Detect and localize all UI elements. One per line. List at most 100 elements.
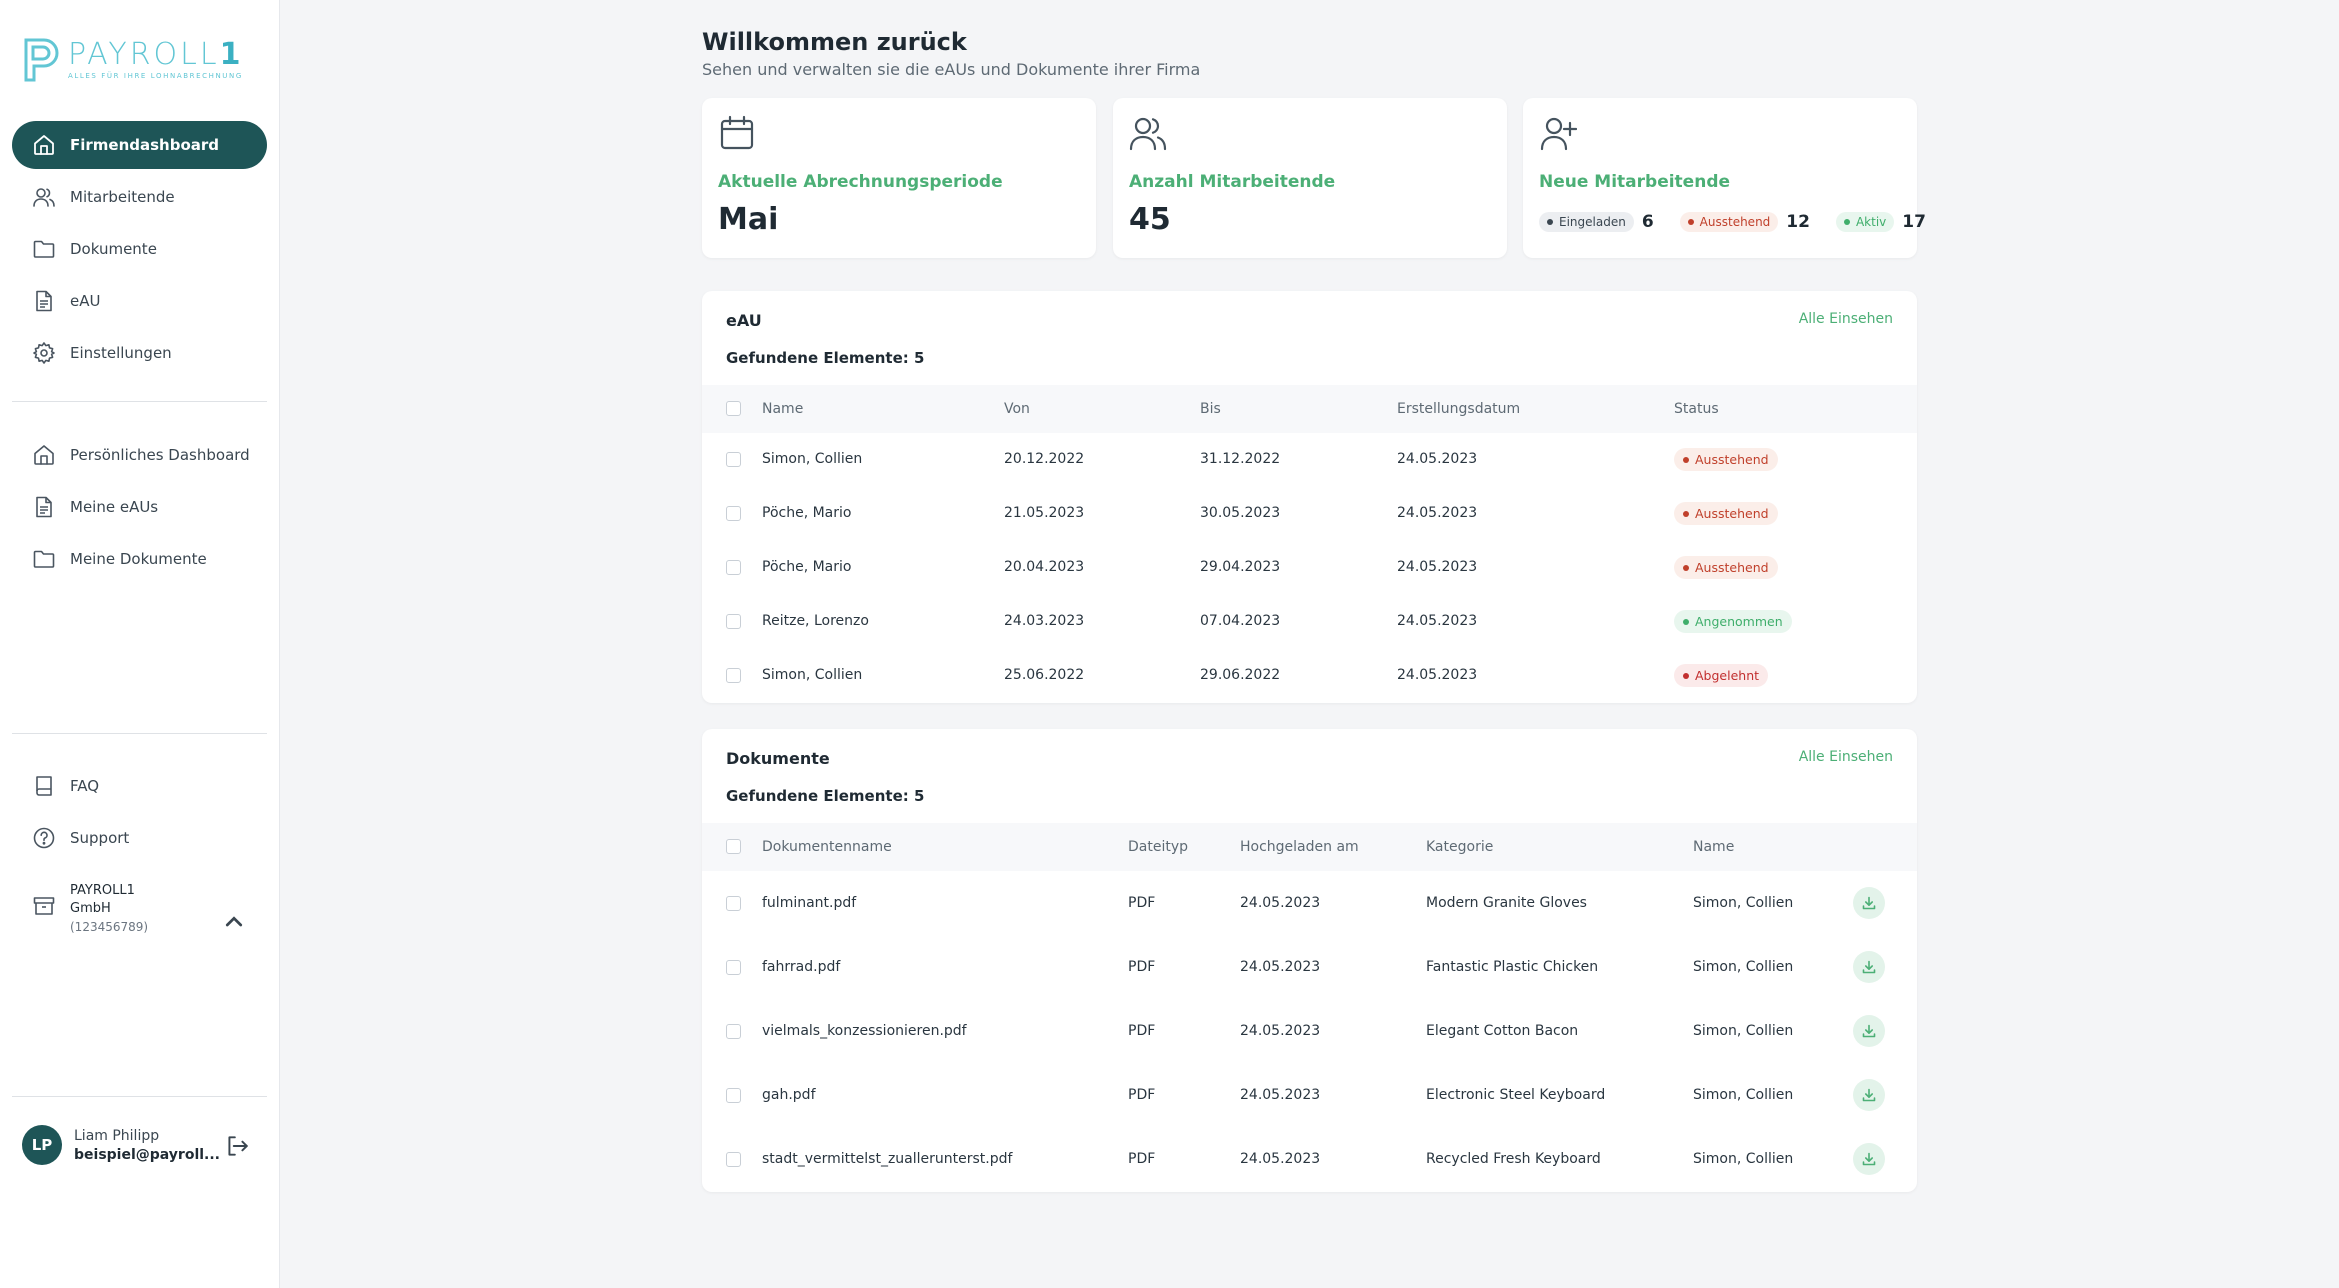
document-icon <box>36 290 52 312</box>
calendar-icon <box>720 115 754 150</box>
home-icon <box>34 135 54 155</box>
cell-uploaded: 24.05.2023 <box>1240 959 1321 975</box>
table-header: Name Von Bis Erstellungsdatum Status <box>702 385 1917 433</box>
logout-icon[interactable] <box>224 1133 250 1159</box>
status-dot <box>1687 219 1694 225</box>
avatar: LP <box>22 1125 62 1165</box>
cell-uploaded: 24.05.2023 <box>1240 1087 1321 1103</box>
download-icon <box>1862 1024 1876 1038</box>
download-icon <box>1862 960 1876 974</box>
eau-see-all-link[interactable]: Alle Einsehen <box>1798 311 1893 327</box>
row-checkbox[interactable] <box>726 452 741 467</box>
download-button[interactable] <box>1853 1143 1885 1175</box>
sidebar-item-label: Dokumente <box>70 240 157 258</box>
download-button[interactable] <box>1853 1015 1885 1047</box>
cell-to: 31.12.2022 <box>1200 451 1281 467</box>
row-checkbox[interactable] <box>726 614 741 629</box>
sidebar-item-einstellungen[interactable]: Einstellungen <box>12 329 267 377</box>
sidebar-item-dokumente[interactable]: Dokumente <box>12 225 267 273</box>
help-circle-icon <box>33 827 55 849</box>
folder-icon <box>33 240 55 258</box>
select-all-checkbox[interactable] <box>726 839 741 854</box>
status-dot <box>1683 672 1689 679</box>
result-count: Gefundene Elemente: 5 <box>726 787 925 805</box>
cell-filename: stadt_vermittelst_zuallerunterst.pdf <box>762 1151 1013 1167</box>
column-header[interactable]: Kategorie <box>1426 839 1494 855</box>
stat-card-new-employees: Neue Mitarbeitende Eingeladen 6 Ausstehe… <box>1523 98 1926 258</box>
folder-icon <box>33 550 55 568</box>
sidebar-item-faq[interactable]: FAQ <box>12 762 267 810</box>
column-header[interactable]: Hochgeladen am <box>1240 839 1359 855</box>
row-checkbox[interactable] <box>726 1024 741 1039</box>
sidebar-item-firmendashboard[interactable]: Firmendashboard <box>12 121 267 169</box>
user-plus-icon <box>1540 117 1578 151</box>
sidebar-item-mitarbeitende[interactable]: Mitarbeitende <box>12 173 267 221</box>
stat-label: Neue Mitarbeitende <box>1539 172 1731 192</box>
brand-logo[interactable]: PAYROLL1 ALLES FÜR IHRE LOHNABRECHNUNG <box>22 36 243 82</box>
sidebar-divider <box>12 1096 267 1097</box>
badge-aktiv: Aktiv <box>1835 212 1895 232</box>
documents-see-all-link[interactable]: Alle Einsehen <box>1798 749 1893 765</box>
badge-label: Eingeladen <box>1559 215 1626 229</box>
row-checkbox[interactable] <box>726 560 741 575</box>
badge-label: Ausstehend <box>1699 215 1771 229</box>
status-dot <box>1843 219 1850 225</box>
column-header[interactable]: Dokumentenname <box>762 839 892 855</box>
sidebar-item-meine-eaus[interactable]: Meine eAUs <box>12 483 267 531</box>
cell-category: Fantastic Plastic Chicken <box>1426 959 1599 975</box>
stat-value: 45 <box>1129 202 1171 237</box>
cell-uploaded: 24.05.2023 <box>1240 895 1321 911</box>
cell-created: 24.05.2023 <box>1397 505 1478 521</box>
sidebar-item-label: Persönliches Dashboard <box>70 446 250 464</box>
download-button[interactable] <box>1853 951 1885 983</box>
cell-name: Simon, Collien <box>1693 1151 1794 1167</box>
status-label: Ausstehend <box>1695 452 1769 467</box>
column-header[interactable]: Von <box>1004 401 1030 417</box>
cell-from: 25.06.2022 <box>1004 667 1085 683</box>
cell-filename: fulminant.pdf <box>762 895 857 911</box>
status-badge: Abgelehnt <box>1674 664 1769 687</box>
column-header[interactable]: Status <box>1674 401 1719 417</box>
status-dot <box>1683 564 1689 571</box>
column-header[interactable]: Name <box>762 401 804 417</box>
select-all-checkbox[interactable] <box>726 401 741 416</box>
column-header[interactable]: Name <box>1693 839 1735 855</box>
download-button[interactable] <box>1853 1079 1885 1111</box>
row-checkbox[interactable] <box>726 506 741 521</box>
sidebar: PAYROLL1 ALLES FÜR IHRE LOHNABRECHNUNG F… <box>0 0 280 1288</box>
sidebar-item-support[interactable]: Support <box>12 814 267 862</box>
user-email: beispiel@payroll... <box>74 1146 221 1163</box>
row-checkbox[interactable] <box>726 668 741 683</box>
row-checkbox[interactable] <box>726 896 741 911</box>
status-label: Ausstehend <box>1695 560 1769 575</box>
sidebar-item-label: eAU <box>70 292 101 310</box>
column-header[interactable]: Dateityp <box>1128 839 1189 855</box>
sidebar-item-meine-dokumente[interactable]: Meine Dokumente <box>12 535 267 583</box>
cell-category: Modern Granite Gloves <box>1426 895 1587 911</box>
user-name: Liam Philipp <box>74 1127 160 1144</box>
sidebar-divider <box>12 401 267 402</box>
cell-from: 20.12.2022 <box>1004 451 1085 467</box>
cell-to: 30.05.2023 <box>1200 505 1281 521</box>
row-checkbox[interactable] <box>726 1088 741 1103</box>
company-switcher[interactable]: PAYROLL1 GmbH (123456789) <box>32 882 250 936</box>
cell-to: 29.06.2022 <box>1200 667 1281 683</box>
cell-category: Recycled Fresh Keyboard <box>1426 1151 1601 1167</box>
brand-name: PAYROLL1 <box>68 36 244 72</box>
column-header[interactable]: Bis <box>1200 401 1221 417</box>
status-label: Angenommen <box>1695 614 1783 629</box>
download-button[interactable] <box>1853 887 1885 919</box>
company-name-line1: PAYROLL1 <box>70 883 135 898</box>
sidebar-item-eau[interactable]: eAU <box>12 277 267 325</box>
sidebar-item-label: FAQ <box>70 777 100 795</box>
user-profile[interactable]: LP Liam Philipp beispiel@payroll... <box>22 1125 262 1165</box>
row-checkbox[interactable] <box>726 960 741 975</box>
column-header[interactable]: Erstellungsdatum <box>1397 401 1521 417</box>
row-checkbox[interactable] <box>726 1152 741 1167</box>
download-icon <box>1862 1088 1876 1102</box>
sidebar-item-label: Meine eAUs <box>70 498 159 516</box>
cell-from: 21.05.2023 <box>1004 505 1085 521</box>
sidebar-item-persoenliches-dashboard[interactable]: Persönliches Dashboard <box>12 431 267 479</box>
cell-category: Electronic Steel Keyboard <box>1426 1087 1606 1103</box>
chevron-up-icon[interactable] <box>222 910 246 934</box>
